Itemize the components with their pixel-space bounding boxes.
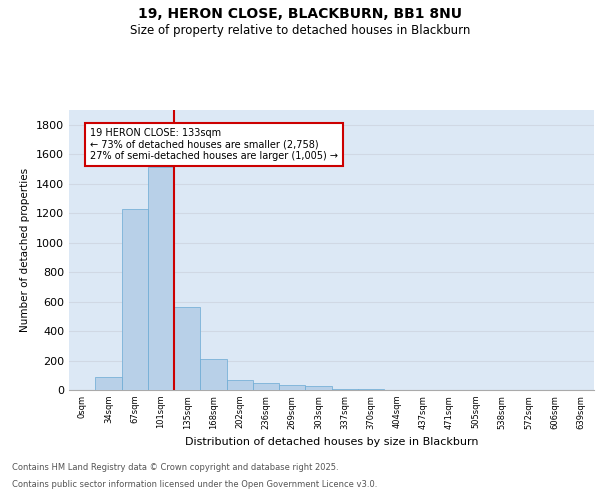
Bar [174,308,200,390]
Text: 19, HERON CLOSE, BLACKBURN, BB1 8NU: 19, HERON CLOSE, BLACKBURN, BB1 8NU [138,8,462,22]
Bar [121,208,148,390]
Y-axis label: Number of detached properties: Number of detached properties [20,168,31,332]
Text: 19 HERON CLOSE: 133sqm
← 73% of detached houses are smaller (2,758)
27% of semi-: 19 HERON CLOSE: 133sqm ← 73% of detached… [90,128,338,161]
X-axis label: Distribution of detached houses by size in Blackburn: Distribution of detached houses by size … [185,437,478,447]
Text: Size of property relative to detached houses in Blackburn: Size of property relative to detached ho… [130,24,470,37]
Bar [148,168,174,390]
Bar [253,384,279,390]
Bar [305,386,331,390]
Text: Contains HM Land Registry data © Crown copyright and database right 2025.: Contains HM Land Registry data © Crown c… [12,464,338,472]
Bar [331,388,358,390]
Text: Contains public sector information licensed under the Open Government Licence v3: Contains public sector information licen… [12,480,377,489]
Bar [227,380,253,390]
Bar [95,376,121,390]
Bar [279,385,305,390]
Bar [200,359,227,390]
